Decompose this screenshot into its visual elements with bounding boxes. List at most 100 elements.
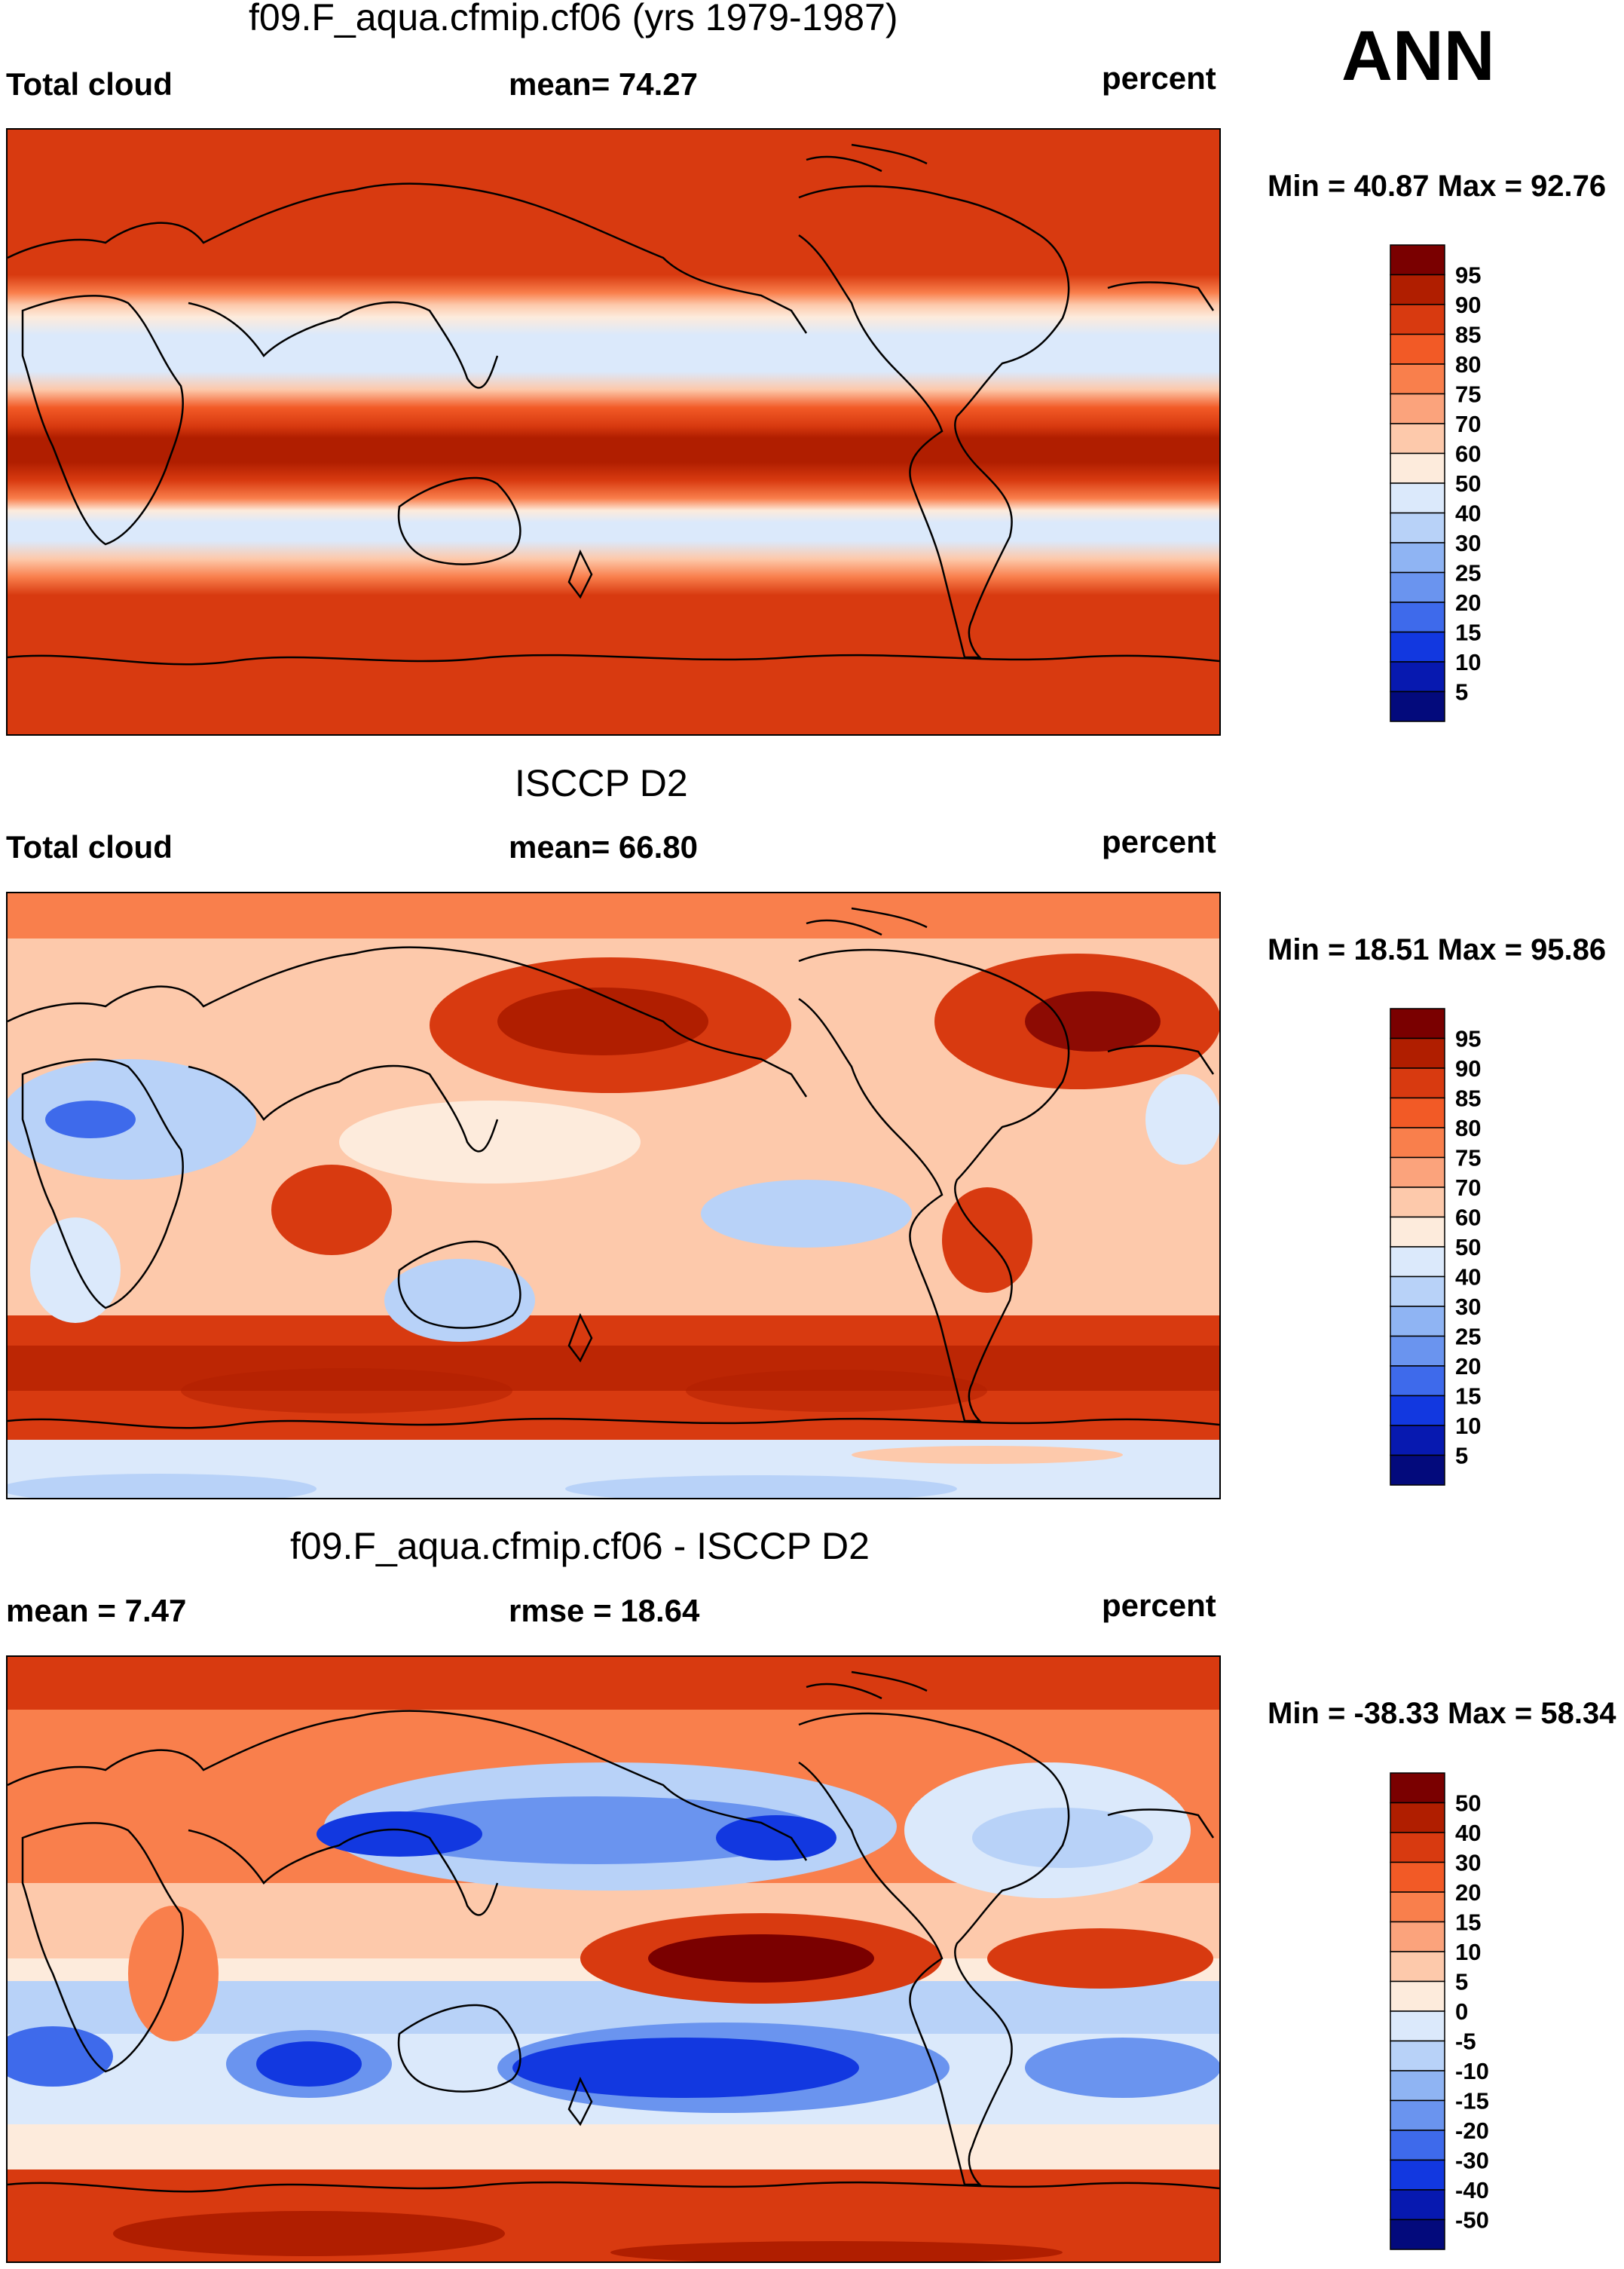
colorbar-label: 15 (1455, 1383, 1481, 1410)
colorbar-label: 20 (1455, 1353, 1481, 1379)
colorbar-label: -30 (1455, 2148, 1489, 2174)
panel-3-title: f09.F_aqua.cfmip.cf06 - ISCCP D2 (290, 1525, 870, 1567)
panel-1-title: f09.F_aqua.cfmip.cf06 (yrs 1979-1987) (249, 0, 898, 38)
colorbar-label: 20 (1455, 1879, 1481, 1906)
colorbar-swatch (1390, 1861, 1445, 1893)
colorbar-label: 10 (1455, 1939, 1481, 1965)
colorbar-label: 5 (1455, 1969, 1468, 1995)
colorbar-swatch (1390, 1008, 1445, 1040)
panel-1-colorbar: 95 90 85 80 75 70 60 50 40 30 25 20 15 10 5 (1390, 244, 1481, 727)
colorbar-swatch (1390, 2070, 1445, 2102)
colorbar-swatch (1390, 333, 1445, 365)
panel-2-mean: mean= 66.80 (509, 829, 699, 865)
panel-2-colorbar: 95 90 85 80 75 70 60 50 40 30 25 20 15 10 5 (1390, 1008, 1481, 1491)
panel-3-mean: mean = 7.47 (6, 1593, 187, 1628)
colorbar-swatch (1390, 1951, 1445, 1983)
colorbar-label: 0 (1455, 1998, 1468, 2025)
colorbar-swatch (1390, 2189, 1445, 2221)
panel-2-minmax: Min = 18.51 Max = 95.86 (1268, 933, 1607, 966)
colorbar-label: 90 (1455, 292, 1481, 318)
colorbar-swatch (1390, 1772, 1445, 1804)
colorbar-label: 70 (1455, 1174, 1481, 1201)
colorbar-swatch (1390, 661, 1445, 693)
colorbar-swatch (1390, 2159, 1445, 2191)
colorbar-swatch (1390, 2218, 1445, 2250)
colorbar-label: 30 (1455, 1294, 1481, 1320)
colorbar-swatch (1390, 1921, 1445, 1952)
colorbar-label: 5 (1455, 1443, 1468, 1469)
colorbar-label: 80 (1455, 351, 1481, 378)
colorbar-swatch (1390, 1127, 1445, 1159)
colorbar-label: 60 (1455, 1205, 1481, 1231)
panel-1-minmax: Min = 40.87 Max = 92.76 (1268, 170, 1607, 203)
colorbar-label: 95 (1455, 262, 1481, 289)
colorbar-swatch (1390, 423, 1445, 455)
colorbar-label: 40 (1455, 1820, 1481, 1846)
colorbar-swatch (1390, 244, 1445, 276)
colorbar-swatch (1390, 1335, 1445, 1367)
colorbar-swatch (1390, 1802, 1445, 1833)
colorbar-swatch (1390, 2130, 1445, 2161)
colorbar-swatch (1390, 1067, 1445, 1099)
colorbar-swatch (1390, 512, 1445, 544)
colorbar-label: 25 (1455, 1324, 1481, 1350)
colorbar-label: 40 (1455, 501, 1481, 527)
colorbar-label: 80 (1455, 1115, 1481, 1141)
colorbar-swatch (1390, 274, 1445, 305)
colorbar-swatch (1390, 1275, 1445, 1307)
colorbar-swatch (1390, 631, 1445, 663)
colorbar-swatch (1390, 542, 1445, 574)
panel-2-map (6, 892, 1221, 1499)
colorbar-label: 75 (1455, 381, 1481, 408)
colorbar-swatch (1390, 1156, 1445, 1188)
colorbar-swatch (1390, 304, 1445, 335)
colorbar-swatch (1390, 2099, 1445, 2131)
colorbar-label: -20 (1455, 2117, 1489, 2144)
colorbar-swatch (1390, 393, 1445, 424)
panel-1-variable: Total cloud (6, 66, 173, 102)
colorbar-label: -10 (1455, 2058, 1489, 2084)
panel-3-minmax: Min = -38.33 Max = 58.34 (1268, 1697, 1616, 1730)
colorbar-label: 5 (1455, 679, 1468, 706)
colorbar-label: 15 (1455, 620, 1481, 646)
colorbar-swatch (1390, 571, 1445, 603)
panel-2-units: percent (1102, 824, 1216, 859)
colorbar-swatch (1390, 690, 1445, 722)
panel-3-rmse: rmse = 18.64 (509, 1593, 700, 1628)
panel-2-variable: Total cloud (6, 829, 173, 865)
panel-1-mean: mean= 74.27 (509, 66, 699, 102)
colorbar-label: 90 (1455, 1055, 1481, 1082)
colorbar-label: 15 (1455, 1909, 1481, 1936)
colorbar-swatch (1390, 1216, 1445, 1248)
colorbar-label: 20 (1455, 589, 1481, 616)
colorbar-label: 85 (1455, 1086, 1481, 1112)
panel-3-colorbar: 50 40 30 20 15 10 5 0 -5 -10 -15 -20 -30 -40 -50 (1390, 1772, 1489, 2255)
colorbar-label: 50 (1455, 470, 1481, 497)
panel-2-title: ISCCP D2 (515, 762, 688, 804)
panel-1-units: percent (1102, 60, 1216, 96)
panel-3-units: percent (1102, 1588, 1216, 1623)
colorbar-swatch (1390, 1246, 1445, 1278)
colorbar-label: 30 (1455, 1850, 1481, 1876)
colorbar-label: 40 (1455, 1264, 1481, 1291)
colorbar-label: 10 (1455, 649, 1481, 675)
colorbar-label: 25 (1455, 560, 1481, 586)
colorbar-swatch (1390, 1454, 1445, 1486)
colorbar-swatch (1390, 1306, 1445, 1337)
colorbar-swatch (1390, 1891, 1445, 1923)
colorbar-swatch (1390, 1395, 1445, 1426)
colorbar-swatch (1390, 1097, 1445, 1128)
colorbar-label: 30 (1455, 530, 1481, 556)
colorbar-label: 70 (1455, 411, 1481, 437)
colorbar-label: 60 (1455, 441, 1481, 467)
panel-3-map (6, 1655, 1221, 2263)
colorbar-swatch (1390, 1425, 1445, 1456)
colorbar-swatch (1390, 1037, 1445, 1069)
panel-2-colorbar-swatches (1390, 1008, 1445, 1486)
colorbar-swatch (1390, 1980, 1445, 2012)
colorbar-swatch (1390, 1832, 1445, 1863)
colorbar-label: -5 (1455, 2029, 1476, 2055)
colorbar-label: 75 (1455, 1145, 1481, 1171)
colorbar-label: 85 (1455, 322, 1481, 348)
colorbar-swatch (1390, 2040, 1445, 2071)
